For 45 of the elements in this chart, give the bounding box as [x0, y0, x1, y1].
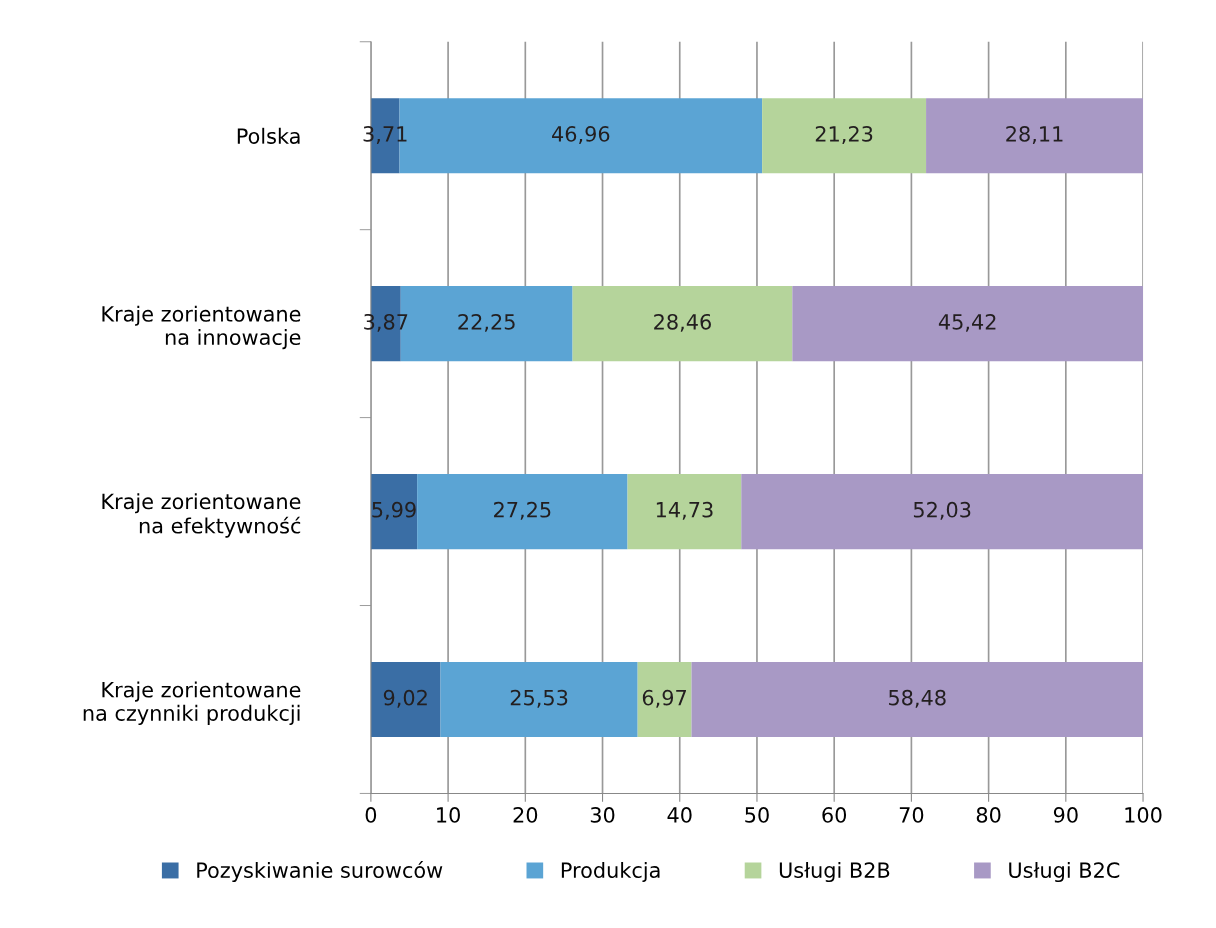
bar	[762, 98, 927, 174]
x-tick-label: 20	[513, 807, 538, 823]
data-label: 9,02	[383, 689, 427, 708]
data-label: 27,25	[494, 501, 551, 520]
data-label: 45,42	[938, 313, 996, 332]
x-tick-label: 30	[590, 807, 615, 823]
bar	[637, 661, 692, 738]
legend-label: Usługi B2C	[1009, 861, 1120, 883]
x-tick-label: 60	[822, 807, 847, 823]
bar	[792, 286, 1144, 362]
y-tick-label: Kraje zorientowane na efektywność	[102, 493, 301, 538]
data-label: 28,46	[654, 313, 711, 332]
legend-label: Pozyskiwanie surowców	[197, 861, 443, 883]
x-tick-label: 40	[667, 807, 692, 823]
bar	[370, 473, 418, 550]
x-tick-label: 0	[365, 807, 377, 823]
x-tick-label: 90	[1053, 807, 1078, 823]
x-tick-label: 70	[899, 807, 924, 823]
bar	[440, 661, 638, 738]
legend-label: Produkcja	[561, 861, 660, 883]
bar	[572, 286, 793, 362]
bar	[627, 473, 742, 550]
data-label: 28,11	[1006, 126, 1063, 144]
bar	[926, 98, 1144, 174]
data-label: 25,53	[510, 689, 568, 708]
data-label: 22,25	[458, 313, 515, 332]
x-tick-label: 50	[745, 807, 769, 823]
y-tick-label: Polska	[237, 127, 300, 144]
data-label: 46,96	[552, 126, 610, 144]
data-label: 52,03	[913, 501, 971, 520]
data-label: 5,99	[372, 501, 416, 520]
data-label: 58,48	[889, 689, 946, 708]
bar	[691, 661, 1144, 738]
bar	[417, 473, 628, 550]
data-label: 14,73	[656, 501, 713, 520]
y-tick-label: Kraje zorientowane na czynniki produkcji	[83, 681, 301, 725]
bar	[370, 661, 441, 738]
data-label: 6,97	[642, 689, 686, 708]
y-tick-label: Kraje zorientowane na innowacje	[102, 305, 301, 350]
legend-label: Usługi B2B	[779, 861, 890, 883]
x-tick-label: 10	[437, 807, 460, 823]
x-tick-label: 80	[976, 807, 1001, 823]
x-tick-label: 100	[1125, 807, 1162, 823]
data-label: 21,23	[815, 126, 873, 144]
bar	[741, 473, 1144, 550]
